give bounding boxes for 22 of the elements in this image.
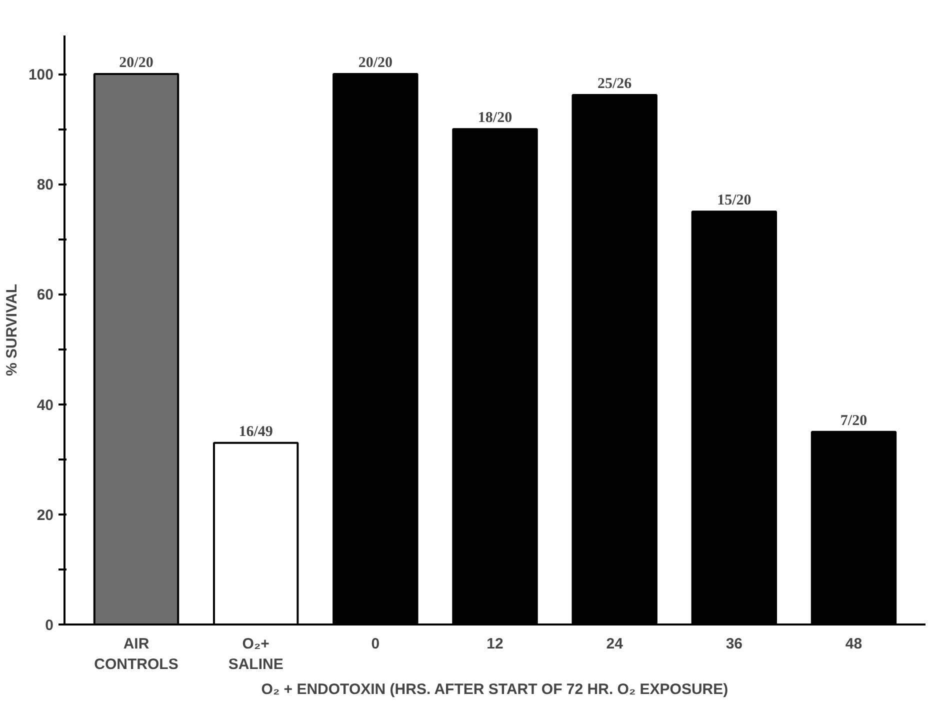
- data-label: 15/20: [717, 192, 752, 209]
- x-tick-label: AIR CONTROLS: [94, 636, 178, 673]
- data-label: 20/20: [119, 55, 154, 72]
- data-label: 7/20: [840, 412, 868, 429]
- x-tick-label: 48: [845, 636, 862, 652]
- data-label: 16/49: [238, 424, 273, 440]
- x-tick-label: O₂+ SALINE: [228, 636, 284, 673]
- y-tick-label: 60: [36, 286, 54, 304]
- data-label: 18/20: [478, 110, 512, 126]
- y-tick-label: 40: [36, 396, 54, 414]
- x-axis-title: O₂ + ENDOTOXIN (HRS. AFTER START OF 72 HR. O₂ EXPOSURE): [261, 680, 728, 698]
- y-tick-label: 100: [28, 66, 54, 84]
- y-tick-label: 0: [45, 617, 54, 634]
- x-tick-label: 12: [486, 636, 504, 652]
- y-tick-label: 20: [36, 506, 54, 524]
- data-label: 20/20: [358, 55, 393, 72]
- y-tick-label: 80: [36, 176, 54, 194]
- y-axis-title: % SURVIVAL: [3, 284, 20, 376]
- data-label: 25/26: [598, 76, 632, 92]
- x-tick-label: 24: [606, 636, 624, 652]
- x-tick-label: 0: [371, 636, 380, 652]
- x-tick-label: 36: [726, 636, 743, 652]
